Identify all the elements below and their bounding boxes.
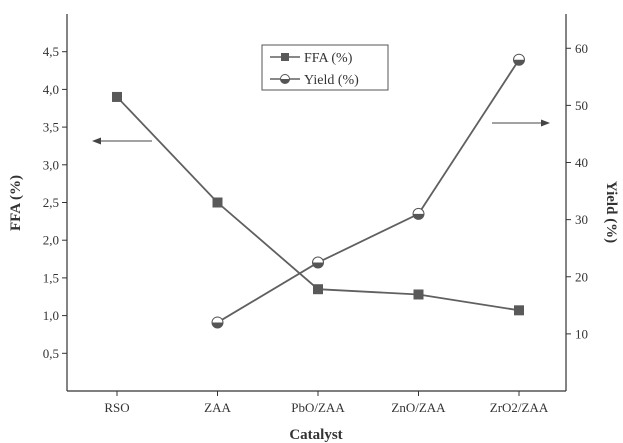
left-tick-label: 1,5 xyxy=(43,270,59,285)
y-axis-left-title: FFA (%) xyxy=(8,175,24,231)
ffa-point xyxy=(212,197,223,208)
ffa-point xyxy=(112,91,122,102)
yield-point xyxy=(513,53,525,66)
yield-point-fill xyxy=(312,262,324,268)
yield-point xyxy=(312,256,324,269)
x-tick-label: RSO xyxy=(104,400,129,415)
left-tick-label: 2,0 xyxy=(43,233,59,248)
legend-ffa-label: FFA (%) xyxy=(304,51,353,66)
left-tick-label: 4,5 xyxy=(43,44,59,59)
legend-yield-label: Yield (%) xyxy=(304,73,359,88)
right-axis-ticks: 10 20 30 40 50 60 xyxy=(566,41,588,341)
legend-yield-marker xyxy=(280,74,290,84)
series-yield-line xyxy=(217,59,520,324)
ffa-point xyxy=(413,289,424,300)
ffa-point xyxy=(313,284,323,295)
right-tick-label: 20 xyxy=(575,269,588,284)
yield-point xyxy=(211,316,224,329)
left-axis-ticks: 0,5 1,0 1,5 2,0 2,5 3,0 3,5 4,0 4,5 xyxy=(43,44,67,361)
left-tick-label: 3,0 xyxy=(43,157,59,172)
x-tick-label: PbO/ZAA xyxy=(291,400,345,415)
series-ffa-line xyxy=(116,96,520,312)
x-tick-label: ZrO2/ZAA xyxy=(490,400,549,415)
series-layer xyxy=(112,53,525,329)
yield-point-fill xyxy=(413,213,424,220)
right-tick-label: 10 xyxy=(575,326,588,341)
right-tick-label: 40 xyxy=(575,155,588,170)
right-tick-label: 30 xyxy=(575,212,588,227)
legend-entry-ffa: FFA (%) xyxy=(270,51,353,66)
y-axis-right-title: Yield (%) xyxy=(603,181,619,243)
x-tick-label: ZnO/ZAA xyxy=(391,400,446,415)
left-tick-label: 3,5 xyxy=(43,120,59,135)
x-axis-title: Catalyst xyxy=(289,427,342,443)
ffa-point xyxy=(514,305,524,316)
left-tick-label: 2,5 xyxy=(43,195,59,210)
yield-point-fill xyxy=(212,322,223,328)
yield-point-fill xyxy=(513,59,525,66)
legend: FFA (%) Yield (%) xyxy=(261,44,389,91)
left-tick-label: 0,5 xyxy=(43,346,59,361)
left-tick-label: 4,0 xyxy=(43,82,59,97)
x-axis-ticks: RSO ZAA PbO/ZAA ZnO/ZAA ZrO2/ZAA xyxy=(104,391,549,415)
right-tick-label: 50 xyxy=(575,98,588,113)
yield-point xyxy=(412,207,425,220)
right-tick-label: 60 xyxy=(575,41,588,56)
left-tick-label: 1,0 xyxy=(43,308,59,323)
legend-ffa-marker xyxy=(281,53,289,61)
x-tick-label: ZAA xyxy=(204,400,231,415)
left-axis-arrow xyxy=(92,137,152,145)
legend-entry-yield: Yield (%) xyxy=(270,73,359,88)
right-axis-arrow xyxy=(492,119,550,127)
